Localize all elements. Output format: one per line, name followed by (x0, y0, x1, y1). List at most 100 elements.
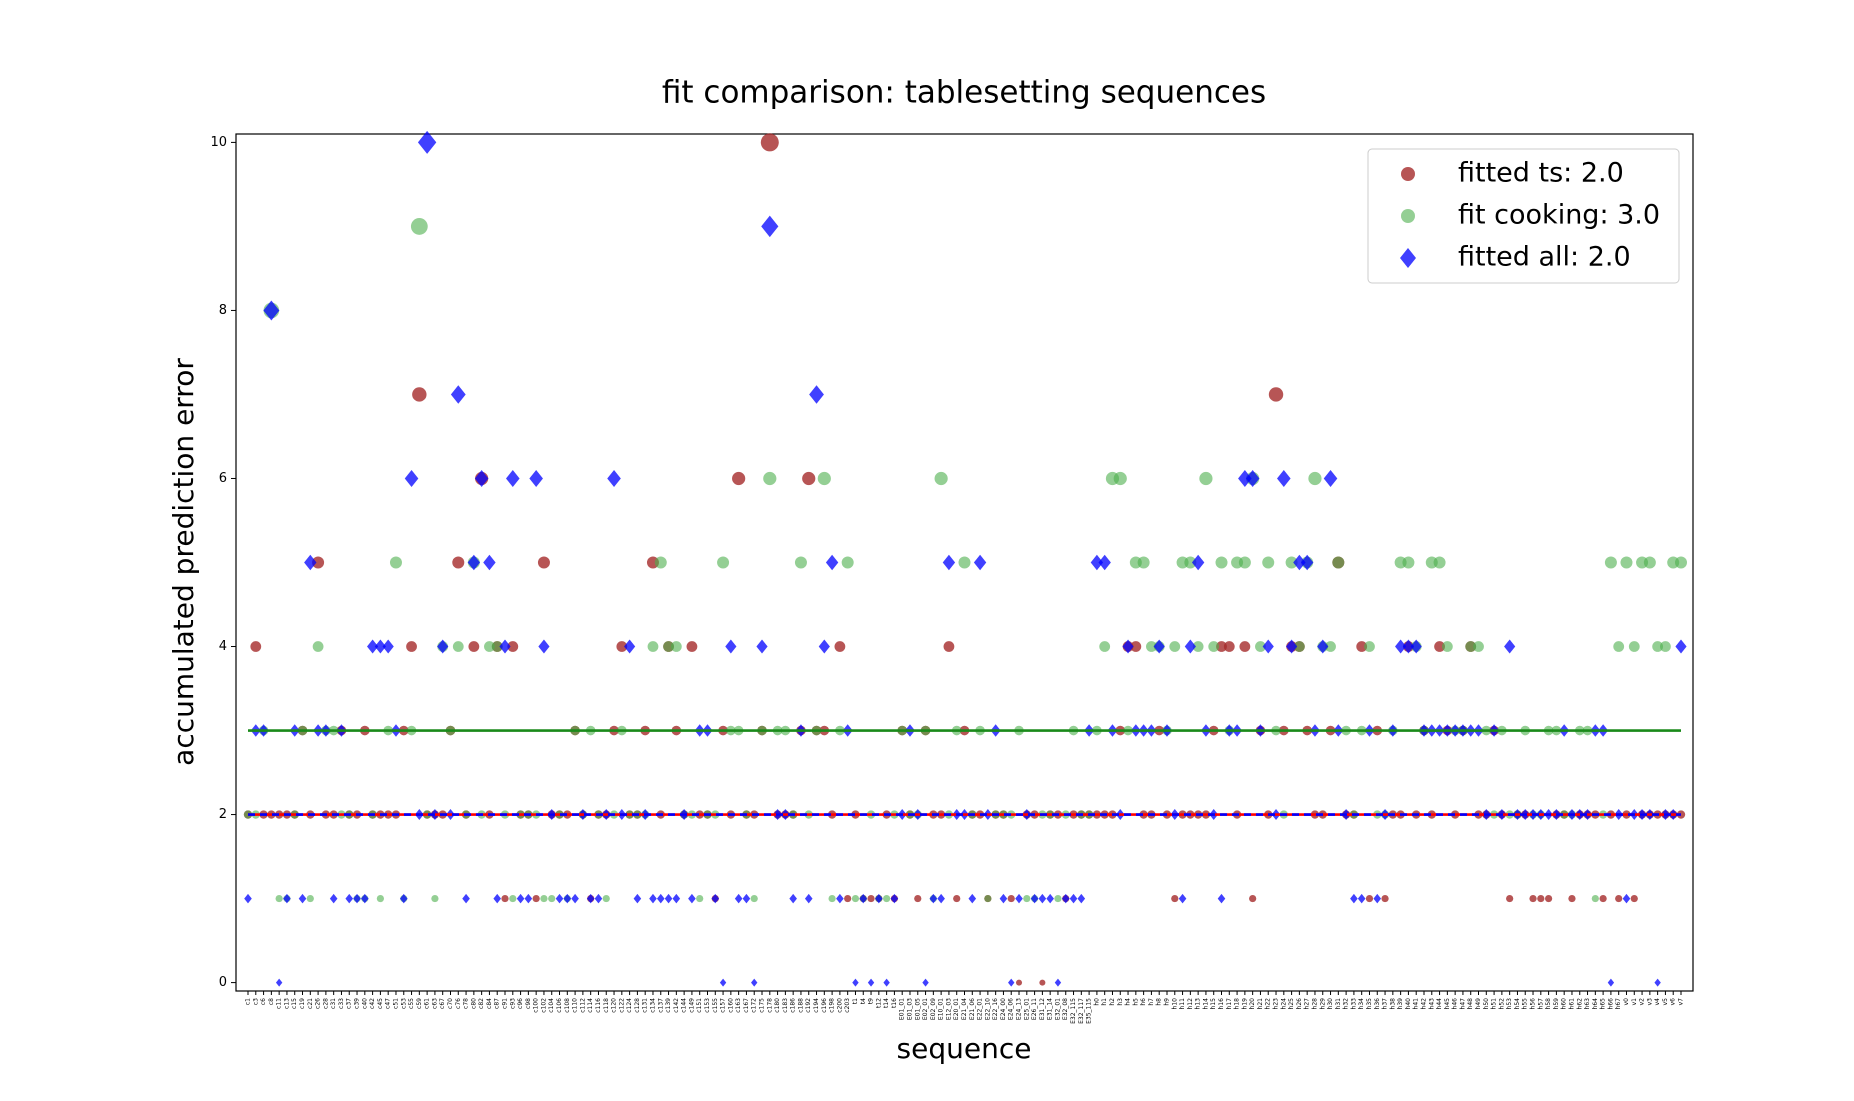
x-tick-label: c172 (751, 998, 758, 1013)
data-point (711, 893, 720, 904)
data-point (1373, 893, 1382, 904)
data-point (867, 978, 875, 987)
data-point (483, 554, 496, 571)
data-point (586, 893, 595, 904)
x-tick-label: E24_13 (1016, 998, 1023, 1020)
x-tick-label: v7 (1678, 998, 1685, 1006)
x-tick-label: c198 (829, 998, 836, 1013)
data-point (763, 471, 777, 486)
data-point (1317, 639, 1329, 654)
data-point (1098, 554, 1111, 571)
x-tick-label: v3 (1646, 998, 1653, 1006)
data-point (410, 218, 428, 235)
data-point (1365, 894, 1374, 903)
x-tick-label: c186 (790, 998, 797, 1013)
x-tick-label: E31_14 (1047, 998, 1054, 1020)
data-point (1506, 894, 1514, 903)
x-tick-label: c55 (408, 998, 415, 1009)
x-tick-label: c100 (533, 998, 540, 1013)
x-tick-label: t1 (852, 998, 859, 1004)
data-point (1023, 894, 1031, 903)
data-point (1537, 894, 1545, 903)
data-point (1604, 556, 1617, 569)
data-point (1223, 641, 1235, 652)
x-tick-label: E32_115 (1070, 998, 1077, 1024)
x-tick-label: h14 (1202, 998, 1209, 1010)
legend-label: fitted ts: 2.0 (1458, 158, 1624, 189)
data-point (1285, 639, 1298, 654)
x-tick-label: h33 (1350, 998, 1357, 1010)
x-tick-label: c96 (517, 998, 524, 1009)
data-point (1395, 639, 1407, 654)
data-point (389, 556, 402, 569)
data-point (1402, 556, 1415, 569)
x-tick-label: h40 (1405, 998, 1412, 1010)
data-point (329, 893, 338, 904)
x-tick-label: c1 (245, 998, 252, 1005)
data-point (602, 894, 610, 903)
data-point (1654, 978, 1661, 987)
data-point (802, 471, 816, 486)
data-point (942, 554, 956, 571)
data-point (1184, 556, 1197, 569)
data-point (1628, 641, 1640, 652)
x-tick-label: h53 (1506, 998, 1513, 1010)
data-point (999, 893, 1008, 904)
data-point (1620, 556, 1633, 569)
data-point (431, 894, 439, 903)
x-tick-label: h45 (1444, 998, 1451, 1010)
legend-label: fit cooking: 3.0 (1458, 200, 1660, 231)
x-tick-label: c15 (291, 998, 298, 1009)
data-point (1090, 554, 1104, 571)
x-tick-label: E20_01 (953, 998, 960, 1020)
x-tick-label: v1 (1631, 998, 1638, 1006)
x-tick-label: h63 (1584, 998, 1591, 1010)
data-point (732, 471, 746, 486)
x-tick-label: h1 (1101, 998, 1108, 1006)
x-tick-label: E21_06 (969, 998, 976, 1020)
y-tick-label: 10 (210, 135, 227, 150)
legend-marker (1400, 248, 1416, 268)
data-point (825, 554, 839, 571)
x-tick-label: h56 (1530, 998, 1537, 1010)
x-tick-label: h62 (1576, 998, 1583, 1010)
data-point (1473, 641, 1484, 652)
data-point (1332, 556, 1345, 569)
x-axis-label: sequence (897, 1032, 1032, 1065)
data-point (571, 893, 579, 904)
data-point (1245, 469, 1260, 487)
x-tick-label: c31 (330, 998, 337, 1009)
data-point (406, 641, 417, 652)
data-point (1545, 894, 1553, 903)
x-tick-label: h46 (1452, 998, 1459, 1010)
x-tick-label: h52 (1498, 998, 1505, 1010)
y-tick-label: 6 (219, 471, 227, 486)
x-tick-label: c21 (307, 998, 314, 1009)
x-tick-label: h59 (1553, 998, 1560, 1010)
x-tick-label: h41 (1413, 998, 1420, 1010)
data-point (717, 556, 730, 569)
x-tick-label: h2 (1109, 998, 1116, 1006)
x-tick-label: h49 (1475, 998, 1482, 1010)
data-point (404, 469, 419, 487)
x-tick-label: c157 (720, 998, 727, 1013)
data-point (361, 893, 369, 904)
data-point (1008, 978, 1015, 987)
data-point (670, 641, 682, 652)
data-point (953, 894, 961, 903)
data-point (654, 556, 667, 569)
data-point (1169, 641, 1181, 652)
x-tick-label: c63 (431, 998, 438, 1009)
legend-box (1367, 148, 1680, 284)
x-tick-label: c70 (447, 998, 454, 1009)
data-point (1643, 556, 1656, 569)
x-tick-label: h48 (1467, 998, 1474, 1010)
legend: fitted ts: 2.0 fit cooking: 3.0 fitted all… (1367, 148, 1680, 284)
x-tick-label: E24_06 (1008, 998, 1015, 1020)
x-tick-label: c192 (805, 998, 812, 1013)
x-tick-label: c87 (494, 998, 501, 1009)
x-tick-label: c183 (782, 998, 789, 1013)
data-point (555, 893, 564, 904)
data-point (1504, 639, 1516, 654)
x-tick-label: c3 (252, 998, 259, 1005)
